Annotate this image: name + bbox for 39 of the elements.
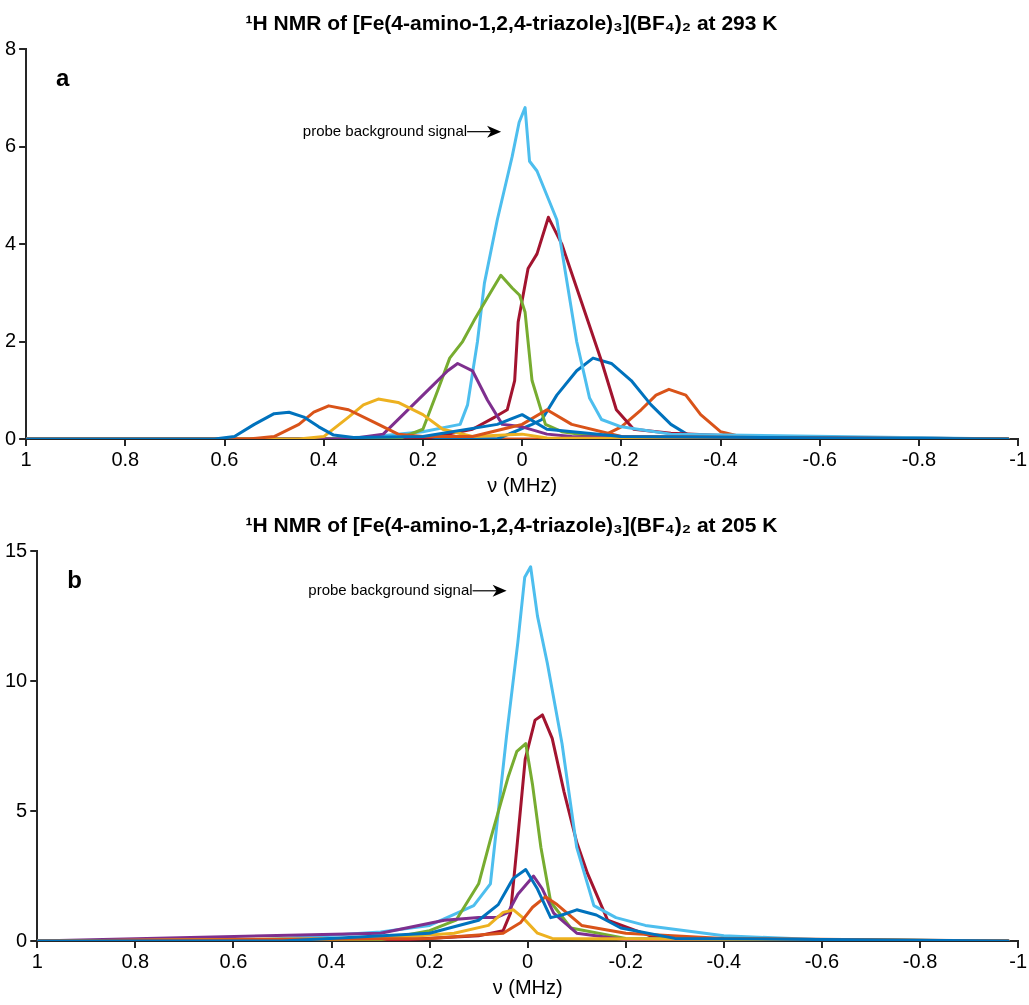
- x-tick-label: 0.2: [409, 447, 437, 470]
- x-tick-label: -0.8: [901, 447, 937, 470]
- x-tick-label: 0.8: [111, 447, 140, 470]
- x-tick-label: 0: [516, 447, 528, 470]
- chart-title: ¹H NMR of [Fe(4-amino-1,2,4-triazole)₃](BF₄)₂ at 293 K: [245, 11, 778, 35]
- x-axis-title: ν (MHz): [487, 473, 558, 496]
- annotation: probe background signal: [308, 580, 473, 598]
- y-tick-label: 2: [5, 329, 17, 352]
- x-tick-label: 0.4: [317, 949, 346, 972]
- x-tick-label: -0.2: [608, 949, 643, 972]
- y-tick-label: 5: [16, 798, 28, 821]
- y-tick-label: 15: [5, 538, 28, 561]
- x-tick-label: 1: [31, 949, 43, 972]
- x-tick-label: 0: [522, 949, 534, 972]
- annotation: probe background signal: [302, 121, 468, 139]
- x-tick-label: -0.4: [703, 447, 738, 470]
- x-tick-label: 0.6: [210, 447, 239, 470]
- x-tick-label: -1: [1009, 447, 1028, 470]
- x-tick-label: 0.8: [121, 949, 150, 972]
- y-tick-label: 0: [16, 928, 28, 951]
- y-tick-label: 10: [5, 668, 28, 691]
- x-tick-label: -0.4: [706, 949, 742, 972]
- x-tick-label: 0.4: [309, 447, 338, 470]
- x-tick-label: 1: [20, 447, 32, 470]
- annotation: a: [56, 63, 71, 91]
- x-tick-label: -0.2: [604, 447, 639, 470]
- y-tick-label: 0: [5, 426, 17, 449]
- x-tick-label: -0.8: [902, 949, 938, 972]
- chart-title: ¹H NMR of [Fe(4-amino-1,2,4-triazole)₃](BF₄)₂ at 205 K: [245, 513, 778, 537]
- x-tick-label: 0.6: [219, 949, 248, 972]
- x-tick-label: -0.6: [802, 447, 837, 470]
- y-tick-label: 8: [5, 36, 17, 59]
- x-axis-title: ν (MHz): [492, 975, 563, 998]
- y-tick-label: 4: [5, 231, 17, 254]
- x-tick-label: 0.2: [415, 949, 444, 972]
- x-tick-label: -1: [1009, 949, 1028, 972]
- y-tick-label: 6: [5, 134, 17, 157]
- x-tick-label: -0.6: [804, 949, 840, 972]
- annotation: b: [67, 565, 82, 593]
